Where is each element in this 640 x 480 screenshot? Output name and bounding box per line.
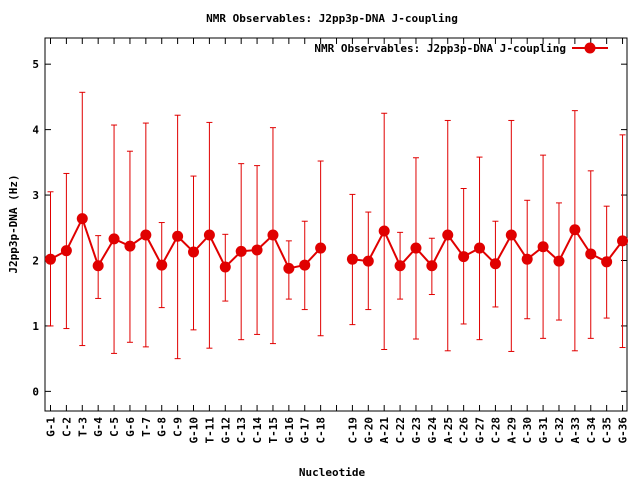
data-point [267,229,279,241]
y-axis: 0 1 2 3 4 5 [32,58,627,398]
data-point [426,260,438,272]
x-tick-label: C-26 [458,417,471,444]
x-tick-label: C-28 [489,417,502,444]
x-tick-label: C-18 [315,417,328,444]
x-tick-label: G-12 [219,417,232,444]
data-point [156,259,168,271]
y-axis-label: J2pp3p-DNA (Hz) [7,174,20,273]
data-point [315,242,327,254]
x-tick-label: C-9 [172,417,185,437]
data-point [442,229,454,241]
legend-marker [584,42,596,54]
data-point [521,253,533,265]
y-tick-label: 4 [32,124,39,137]
plot-frame [44,37,628,412]
series-line-segment [352,227,624,268]
x-tick-label: C-5 [108,417,121,437]
data-point [394,260,406,272]
x-tick-label: T-11 [203,417,216,444]
x-tick-label: A-25 [442,417,455,444]
data-point [299,259,311,271]
x-tick-label: T-15 [267,417,280,444]
x-tick-label: G-4 [92,417,105,437]
y-tick-label: 5 [32,58,39,71]
data-point [585,248,597,260]
x-tick-label: A-33 [569,417,582,444]
x-tick-label: G-6 [124,417,137,437]
x-tick-label: A-29 [505,417,518,444]
x-tick-label: A-21 [378,417,391,444]
series-line [50,215,624,270]
data-point [489,258,501,270]
data-point [45,253,56,265]
x-tick-label: C-34 [585,417,598,444]
x-tick-label: C-19 [346,417,359,444]
x-tick-label: C-32 [553,417,566,444]
x-tick-label: G-10 [188,417,201,444]
data-point [474,242,486,254]
x-tick-label: C-2 [60,417,73,437]
y-tick-label: 3 [32,189,39,202]
data-point [172,230,184,242]
data-point [346,253,358,265]
y-tick-label: 0 [32,385,39,398]
data-point [553,255,565,267]
data-point [60,245,72,257]
data-point [378,225,390,237]
x-axis-label: Nucleotide [299,466,366,479]
x-tick-label: G-1 [45,417,58,437]
data-point [140,229,152,241]
data-point [601,256,613,268]
x-axis: G-1 C-2 T-3 G-4 C-5 G-6 T-7 G-8 C-9 G-10 T-11 G-12 C… [45,38,630,444]
data-point [283,262,295,274]
y-tick-label: 1 [32,320,39,333]
data-point [251,244,263,256]
legend-label: NMR Observables: J2pp3p-DNA J-coupling [314,42,566,55]
data-point [92,260,104,272]
x-tick-label: G-23 [410,417,423,444]
data-point [537,241,549,253]
data-point [219,261,231,273]
data-point [458,251,470,263]
x-tick-label: T-3 [76,417,89,437]
error-bars [47,91,626,360]
x-tick-label: G-27 [474,417,487,444]
data-point [505,229,517,241]
data-point [569,224,581,236]
y-tick-label: 2 [32,254,39,267]
x-tick-label: C-30 [521,417,534,444]
chart-title: NMR Observables: J2pp3p-DNA J-coupling [206,12,458,25]
x-tick-label: C-13 [235,417,248,444]
x-tick-label: G-16 [283,417,296,444]
data-point [617,235,629,247]
x-tick-label: C-14 [251,417,264,444]
legend: NMR Observables: J2pp3p-DNA J-coupling [314,42,608,55]
x-tick-label: G-36 [617,417,630,444]
x-tick-label: G-17 [299,417,312,444]
series-line-segment [50,215,322,270]
data-point [362,255,374,267]
x-tick-label: G-31 [537,417,550,444]
data-point [124,240,136,252]
data-point [188,246,200,258]
data-point [76,213,88,225]
x-tick-label: C-22 [394,417,407,444]
data-point [410,242,422,254]
data-point [108,233,120,245]
series-points [45,213,629,274]
data-point [203,229,215,241]
x-tick-label: G-20 [362,417,375,444]
x-tick-label: T-7 [140,417,153,437]
x-tick-label: G-8 [156,417,169,437]
x-tick-label: G-24 [426,417,439,444]
x-tick-label: C-35 [601,417,614,444]
data-point [235,245,247,257]
